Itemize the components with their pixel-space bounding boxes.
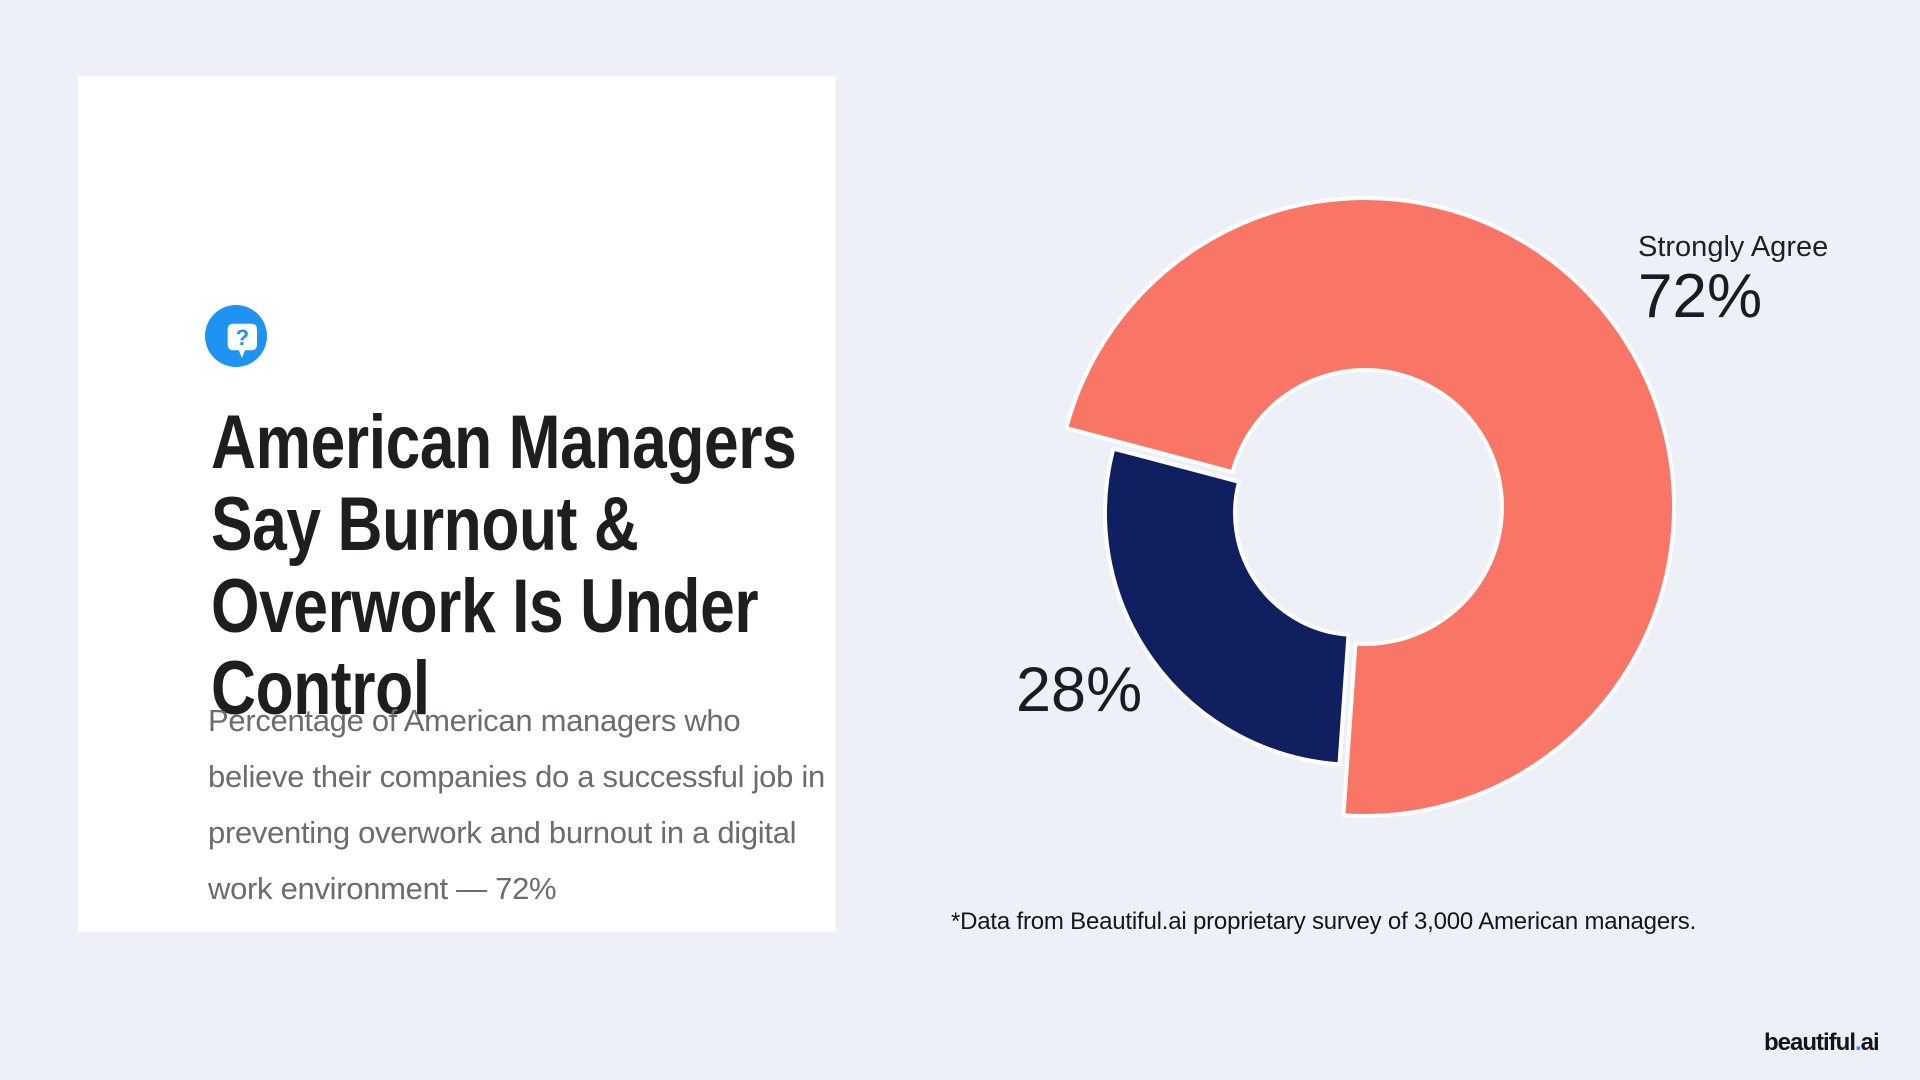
- beautiful-ai-logo: beautiful.ai: [1764, 1029, 1880, 1057]
- donut-chart: [1064, 196, 1676, 818]
- question-bubble-icon: ?: [205, 305, 267, 367]
- text-card: ? American Managers Say Burnout & Overwo…: [78, 76, 836, 932]
- slice-value: 72%: [1638, 262, 1763, 331]
- slide-title: American Managers Say Burnout & Overwork…: [211, 400, 797, 731]
- slide-description: Percentage of American managers who beli…: [208, 703, 825, 906]
- speech-bubble-shape: [227, 323, 257, 358]
- logo-word: beautiful: [1764, 1029, 1856, 1056]
- icon-question-glyph: ?: [236, 325, 249, 350]
- donut-slice-strongly-agree: [1064, 196, 1676, 818]
- slice-label: Strongly Agree: [1638, 231, 1829, 263]
- chart-footnote: *Data from Beautiful.ai proprietary surv…: [951, 908, 1697, 935]
- logo-dot: .: [1855, 1029, 1862, 1056]
- slice-callout-strongly-agree: Strongly Agree 72%: [1638, 230, 1828, 330]
- logo-suffix: ai: [1860, 1029, 1880, 1056]
- donut-slice-28%: [1102, 446, 1351, 767]
- slice-callout-28: 28%: [1016, 655, 1143, 725]
